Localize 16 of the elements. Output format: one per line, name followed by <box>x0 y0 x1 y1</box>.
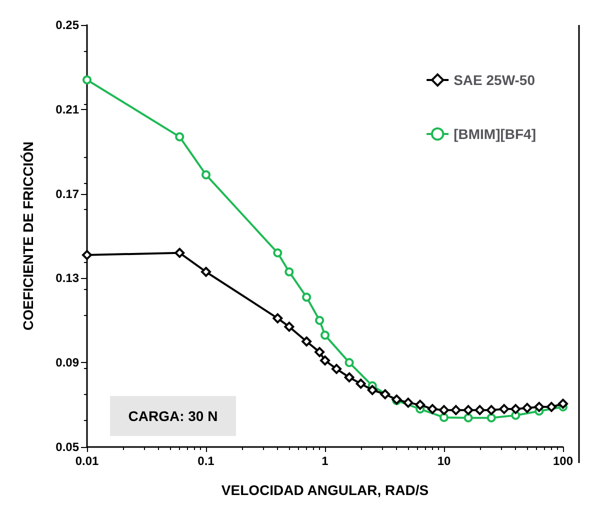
y-axis-title: COEFICIENTE DE FRICCIÓN <box>20 141 36 331</box>
y-tick-label: 0.17 <box>56 186 80 201</box>
annotation: CARGA: 30 N <box>128 408 218 424</box>
x-axis-title: VELOCIDAD ANGULAR, RAD/S <box>221 482 429 498</box>
legend-label: [BMIM][BF4] <box>454 126 536 142</box>
x-tick-label: 1 <box>322 454 329 468</box>
y-tick-label: 0.25 <box>56 18 80 32</box>
x-tick-label: 0.01 <box>75 454 99 468</box>
x-tick-label: 10 <box>437 454 451 468</box>
legend-label: SAE 25W-50 <box>454 72 536 88</box>
y-tick-label: 0.21 <box>56 102 80 116</box>
y-tick-label: 0.09 <box>56 356 80 370</box>
x-tick-label: 100 <box>552 454 574 468</box>
x-tick-label: 0.1 <box>198 454 215 468</box>
y-tick-label: 0.05 <box>56 440 80 454</box>
y-tick-label: 0.13 <box>56 271 80 286</box>
